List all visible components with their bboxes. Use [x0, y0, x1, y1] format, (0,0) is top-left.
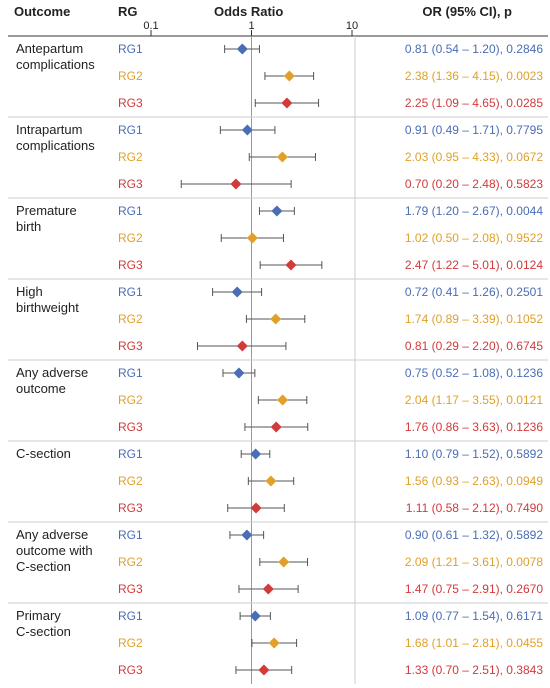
or-point-marker: [233, 367, 245, 379]
or-ci-p-label: 1.09 (0.77 – 1.54), 0.6171: [404, 609, 543, 623]
rg-label: RG3: [118, 663, 143, 677]
or-point-marker: [236, 43, 248, 55]
or-point-marker: [262, 583, 274, 595]
or-point-marker: [283, 70, 295, 82]
rg-label: RG1: [118, 42, 143, 56]
outcome-label: birthweight: [16, 300, 79, 315]
or-ci-p-label: 0.72 (0.41 – 1.26), 0.2501: [404, 285, 543, 299]
rg-label: RG2: [118, 555, 143, 569]
x-tick-label: 10: [345, 20, 359, 32]
or-ci-p-label: 1.33 (0.70 – 2.51), 0.3843: [404, 663, 543, 677]
outcome-label: Primary: [16, 608, 61, 623]
rg-label: RG1: [118, 528, 143, 542]
or-ci-p-label: 2.03 (0.95 – 4.33), 0.0672: [404, 150, 543, 164]
rg-label: RG2: [118, 312, 143, 326]
or-point-marker: [230, 178, 242, 190]
or-ci-p-label: 0.75 (0.52 – 1.08), 0.1236: [404, 366, 543, 380]
or-point-marker: [265, 475, 277, 487]
or-ci-p-label: 1.76 (0.86 – 3.63), 0.1236: [404, 420, 543, 434]
outcome-label: C-section: [16, 446, 71, 461]
rg-label: RG3: [118, 177, 143, 191]
rg-label: RG3: [118, 501, 143, 515]
or-point-marker: [231, 286, 243, 298]
outcome-label: C-section: [16, 624, 71, 639]
rg-label: RG3: [118, 339, 143, 353]
or-point-marker: [249, 610, 261, 622]
or-ci-p-label: 1.74 (0.89 – 3.39), 0.1052: [404, 312, 543, 326]
header-rg: RG: [118, 4, 138, 19]
or-ci-p-label: 1.56 (0.93 – 2.63), 0.0949: [404, 474, 543, 488]
or-ci-p-label: 2.38 (1.36 – 4.15), 0.0023: [404, 69, 543, 83]
rg-label: RG3: [118, 582, 143, 596]
or-point-marker: [246, 232, 258, 244]
rg-label: RG2: [118, 150, 143, 164]
or-ci-p-label: 1.02 (0.50 – 2.08), 0.9522: [404, 231, 543, 245]
x-tick-label: 1: [248, 20, 255, 32]
or-ci-p-label: 0.90 (0.61 – 1.32), 0.5892: [404, 528, 543, 542]
or-point-marker: [270, 313, 282, 325]
x-tick-label: 0.1: [143, 20, 159, 32]
outcome-label: Antepartum: [16, 41, 84, 56]
outcome-label: Any adverse: [16, 365, 89, 380]
or-ci-p-label: 0.81 (0.29 – 2.20), 0.6745: [404, 339, 543, 353]
outcome-label: Intrapartum: [16, 122, 83, 137]
or-ci-p-label: 2.47 (1.22 – 5.01), 0.0124: [404, 258, 543, 272]
rg-label: RG3: [118, 96, 143, 110]
or-point-marker: [250, 448, 262, 460]
or-point-marker: [285, 259, 297, 271]
or-ci-p-label: 2.04 (1.17 – 3.55), 0.0121: [404, 393, 543, 407]
rg-label: RG1: [118, 204, 143, 218]
or-point-marker: [236, 340, 248, 352]
or-point-marker: [276, 151, 288, 163]
rg-label: RG2: [118, 393, 143, 407]
or-ci-p-label: 1.68 (1.01 – 2.81), 0.0455: [404, 636, 543, 650]
rg-label: RG1: [118, 366, 143, 380]
rg-label: RG2: [118, 69, 143, 83]
or-point-marker: [241, 529, 253, 541]
header-or-ci-p: OR (95% CI), p: [422, 4, 512, 19]
or-ci-p-label: 0.91 (0.49 – 1.71), 0.7795: [404, 123, 543, 137]
rg-label: RG1: [118, 123, 143, 137]
header-odds-ratio: Odds Ratio: [214, 4, 284, 19]
outcome-label: C-section: [16, 559, 71, 574]
or-ci-p-label: 1.11 (0.58 – 2.12), 0.7490: [405, 501, 543, 515]
or-point-marker: [271, 205, 283, 217]
outcome-label: outcome with: [16, 543, 93, 558]
or-point-marker: [258, 664, 270, 676]
outcome-label: birth: [16, 219, 42, 234]
or-point-marker: [268, 637, 280, 649]
or-point-marker: [241, 124, 253, 136]
rg-label: RG2: [118, 636, 143, 650]
outcome-label: High: [16, 284, 43, 299]
rg-label: RG1: [118, 447, 143, 461]
or-ci-p-label: 0.81 (0.54 – 1.20), 0.2846: [404, 42, 543, 56]
or-point-marker: [281, 97, 293, 109]
rg-label: RG1: [118, 285, 143, 299]
header-outcome: Outcome: [14, 4, 71, 19]
rg-label: RG3: [118, 258, 143, 272]
or-ci-p-label: 1.79 (1.20 – 2.67), 0.0044: [404, 204, 543, 218]
rg-label: RG3: [118, 420, 143, 434]
or-ci-p-label: 1.10 (0.79 – 1.52), 0.5892: [404, 447, 543, 461]
outcome-label: complications: [16, 138, 95, 153]
rg-label: RG2: [118, 231, 143, 245]
outcome-label: Premature: [16, 203, 77, 218]
or-ci-p-label: 2.25 (1.09 – 4.65), 0.0285: [404, 96, 543, 110]
or-point-marker: [277, 394, 289, 406]
or-point-marker: [270, 421, 282, 433]
outcome-label: complications: [16, 57, 95, 72]
or-ci-p-label: 1.47 (0.75 – 2.91), 0.2670: [404, 582, 543, 596]
rg-label: RG2: [118, 474, 143, 488]
outcome-label: outcome: [16, 381, 66, 396]
or-ci-p-label: 0.70 (0.20 – 2.48), 0.5823: [404, 177, 543, 191]
rg-label: RG1: [118, 609, 143, 623]
or-ci-p-label: 2.09 (1.21 – 3.61), 0.0078: [404, 555, 543, 569]
outcome-label: Any adverse: [16, 527, 89, 542]
or-point-marker: [250, 502, 262, 514]
or-point-marker: [278, 556, 290, 568]
